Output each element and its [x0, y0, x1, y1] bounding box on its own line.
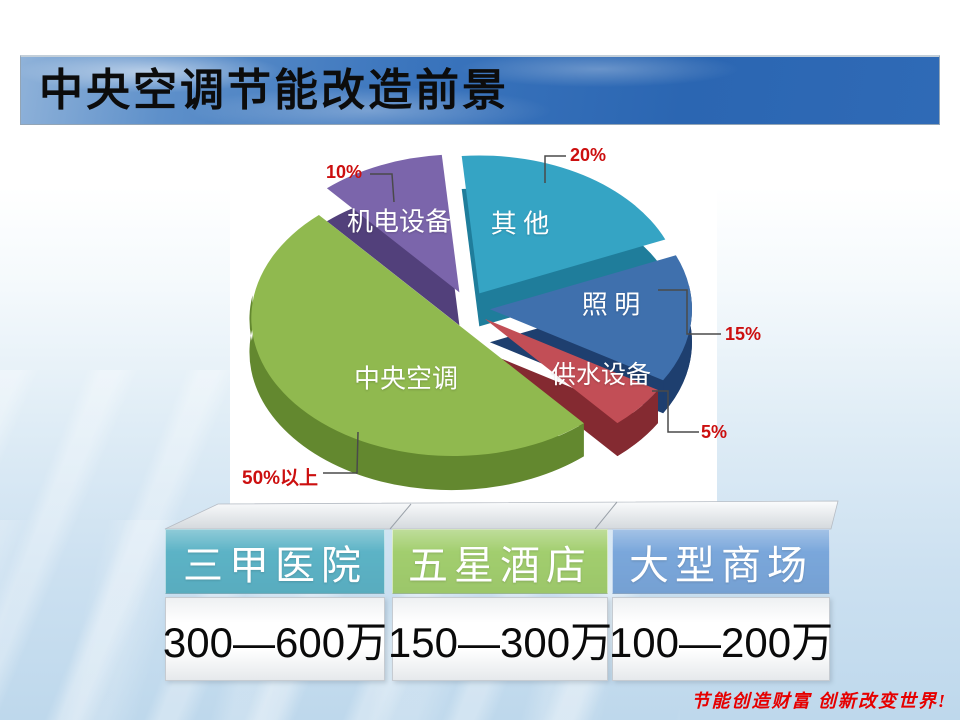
table-value-label: 300—600万	[162, 618, 388, 666]
footer-slogan: 节能创造财富 创新改变世界!	[691, 691, 947, 711]
table-header-label: 大型商场	[629, 542, 813, 588]
callout-lighting: 15%	[725, 324, 762, 344]
callout-other: 20%	[570, 145, 607, 165]
table-value-tier3-hospital: 300—600万	[162, 597, 388, 681]
callout-water-supply: 5%	[701, 422, 728, 442]
table-header-label: 三甲医院	[183, 542, 367, 588]
chart-backdrop	[230, 127, 717, 506]
callout-electromechanical: 10%	[326, 162, 363, 182]
slice-label-water-supply: 供水设备	[550, 362, 652, 389]
slice-label-central-ac: 中央空调	[353, 364, 459, 394]
page-title: 中央空调节能改造前景	[39, 65, 509, 115]
table-value-label: 150—300万	[387, 618, 613, 666]
table-value-label: 100—200万	[608, 618, 834, 666]
table-header-tier3-hospital: 三甲医院	[165, 529, 385, 594]
slice-label-electromechanical: 机电设备	[346, 207, 452, 237]
table-value-large-mall: 100—200万	[608, 597, 834, 681]
table-value-five-star-hotel: 150—300万	[388, 597, 612, 681]
table-header-label: 五星酒店	[408, 542, 592, 588]
slice-label-lighting: 照 明	[581, 290, 641, 320]
callout-central-ac: 50%以上	[242, 468, 319, 489]
title-banner: 中央空调节能改造前景	[20, 55, 940, 125]
table-header-five-star-hotel: 五星酒店	[392, 529, 608, 594]
table-header-large-mall: 大型商场	[612, 529, 830, 594]
slice-label-other: 其 他	[490, 209, 550, 239]
